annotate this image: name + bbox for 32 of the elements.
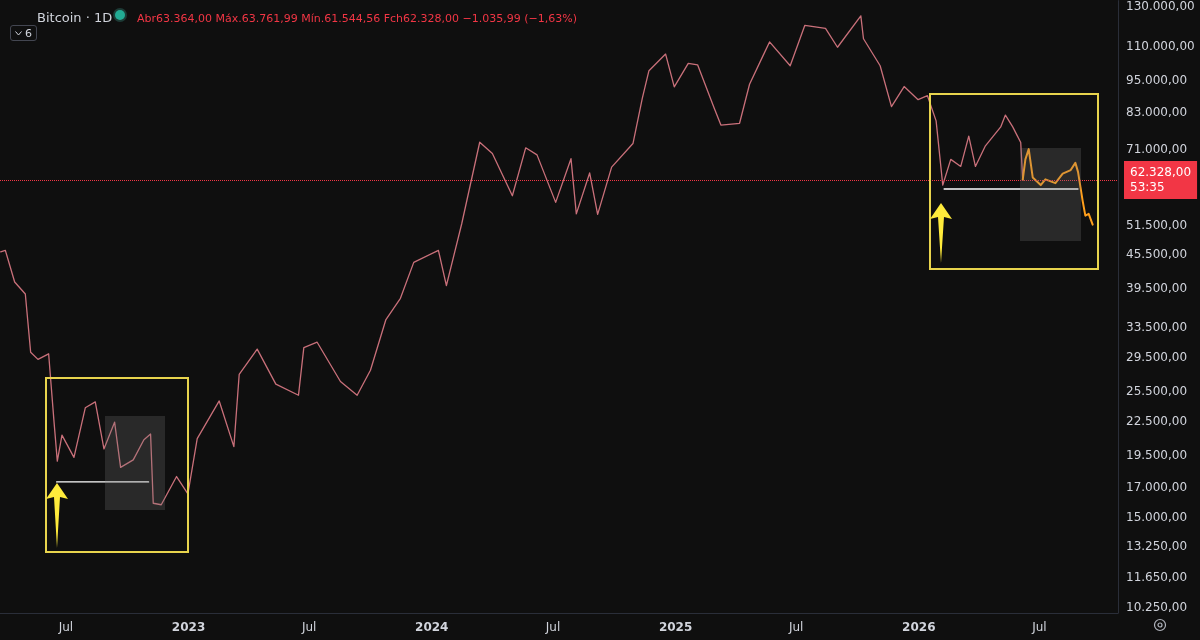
y-tick-label: 19.500,00 [1126,447,1188,462]
y-tick-label: 15.000,00 [1126,510,1188,525]
y-tick-label: 33.500,00 [1126,319,1188,334]
x-tick-label: Jul [544,620,561,634]
y-tick-label: 10.250,00 [1126,600,1188,615]
y-tick-label: 17.000,00 [1126,480,1188,495]
annotation: 6 [25,26,32,40]
line-series [1021,148,1094,226]
y-tick-label: 110.000,00 [1126,38,1195,53]
y-tick-label: 130.000,00 [1126,0,1195,13]
y-tick-label: 25.500,00 [1126,384,1188,399]
text: Abr63.364,00 Máx.63.761,99 Mín.61.544,56 Fch62.328,00 −1.035,99 (−1,63%) [137,12,577,25]
x-tick-label: Jul [57,620,74,634]
y-tick-label: 51.500,00 [1126,218,1188,233]
y-tick-label: 39.500,00 [1126,280,1188,295]
x-tick-label: 2024 [415,620,449,634]
x-tick-label: 2023 [171,620,206,634]
ref-line-label: 62.328,00 53:35 [1130,165,1192,195]
y-tick-label: 22.500,00 [1126,414,1188,429]
y-tick-label: 45.500,00 [1126,247,1188,262]
text: Bitcoin · 1D [37,10,113,25]
x-tick-label: 2026 [902,620,936,634]
x-tick-label: Jul [787,620,804,634]
y-tick-label: 11.650,00 [1126,569,1188,584]
y-tick-label: 95.000,00 [1126,73,1188,88]
x-tick-label: 2025 [658,620,693,634]
y-tick-label: 13.250,00 [1126,539,1188,554]
x-tick-label: Jul [300,620,317,634]
x-tick-label: Jul [1031,620,1047,634]
y-tick-label: 83.000,00 [1126,105,1188,120]
y-tick-label: 29.500,00 [1126,349,1188,364]
y-tick-label: 71.000,00 [1126,142,1188,157]
